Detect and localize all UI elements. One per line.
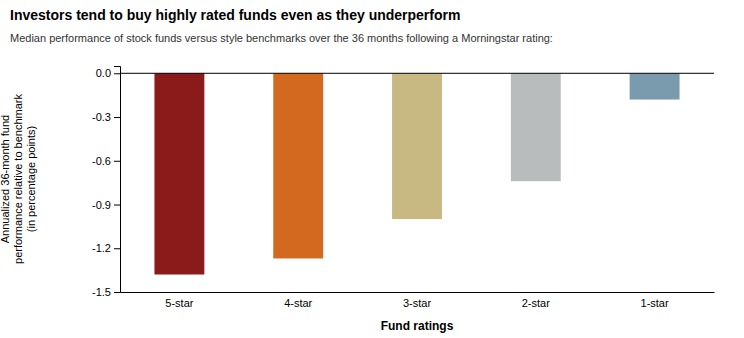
tick-label: 1-star <box>641 297 669 309</box>
tick-label: -1.5 <box>92 286 111 298</box>
tick: 2-star <box>522 297 550 309</box>
tick-mark <box>114 161 120 162</box>
title: Investors tend to buy highly rated funds… <box>10 7 460 23</box>
bar <box>273 73 323 258</box>
y-axis-title-line: performance relative to benchmark <box>12 94 24 264</box>
bar <box>630 73 680 99</box>
axis-line <box>121 292 715 293</box>
tick: 1-star <box>641 297 669 309</box>
tick: 5-star <box>165 297 193 309</box>
zero-line <box>120 73 714 74</box>
tick: -1.5 <box>92 286 120 298</box>
bars <box>154 73 679 274</box>
tick: -0.9 <box>92 199 120 211</box>
y-axis-title-line: Annualized 36-month fund <box>0 115 11 243</box>
bar <box>511 73 561 181</box>
axis-line <box>114 67 121 293</box>
tick: -0.3 <box>92 111 120 123</box>
tick-label: 2-star <box>522 297 550 309</box>
subtitle: Median performance of stock funds versus… <box>10 32 553 44</box>
tick-mark <box>114 248 120 249</box>
x-axis: 5-star 4-star 3-star 2-star 1-star <box>121 293 715 309</box>
tick: -0.6 <box>92 155 120 167</box>
tick: 4-star <box>284 297 312 309</box>
tick-label: -1.2 <box>92 242 111 254</box>
tick-mark <box>114 73 120 74</box>
tick-label: -0.6 <box>92 155 111 167</box>
tick-mark <box>114 117 120 118</box>
y-axis-title-line: (in percentage points) <box>25 126 37 232</box>
tick-mark <box>114 292 120 293</box>
tick-label: 0.0 <box>96 67 111 79</box>
plot: 0.0 -0.3 -0.6 -0.9 -1.2 -1.5 5-star 4-star 3-sta… <box>92 67 714 309</box>
tick-label: 5-star <box>165 297 193 309</box>
tick-label: 3-star <box>403 297 431 309</box>
tick-mark <box>114 205 120 206</box>
tick-label: -0.9 <box>92 199 111 211</box>
chart: Investors tend to buy highly rated funds… <box>0 0 744 338</box>
tick: 0.0 <box>96 67 120 79</box>
tick-label: 4-star <box>284 297 312 309</box>
tick: 3-star <box>403 297 431 309</box>
bar <box>392 73 442 219</box>
tick-label: -0.3 <box>92 111 111 123</box>
tick: -1.2 <box>92 242 120 254</box>
y-axis: 0.0 -0.3 -0.6 -0.9 -1.2 -1.5 <box>92 67 120 299</box>
y-axis-title: Annualized 36-month fundperformance rela… <box>0 94 37 264</box>
bar <box>154 73 204 274</box>
x-axis-title: Fund ratings <box>381 319 454 333</box>
